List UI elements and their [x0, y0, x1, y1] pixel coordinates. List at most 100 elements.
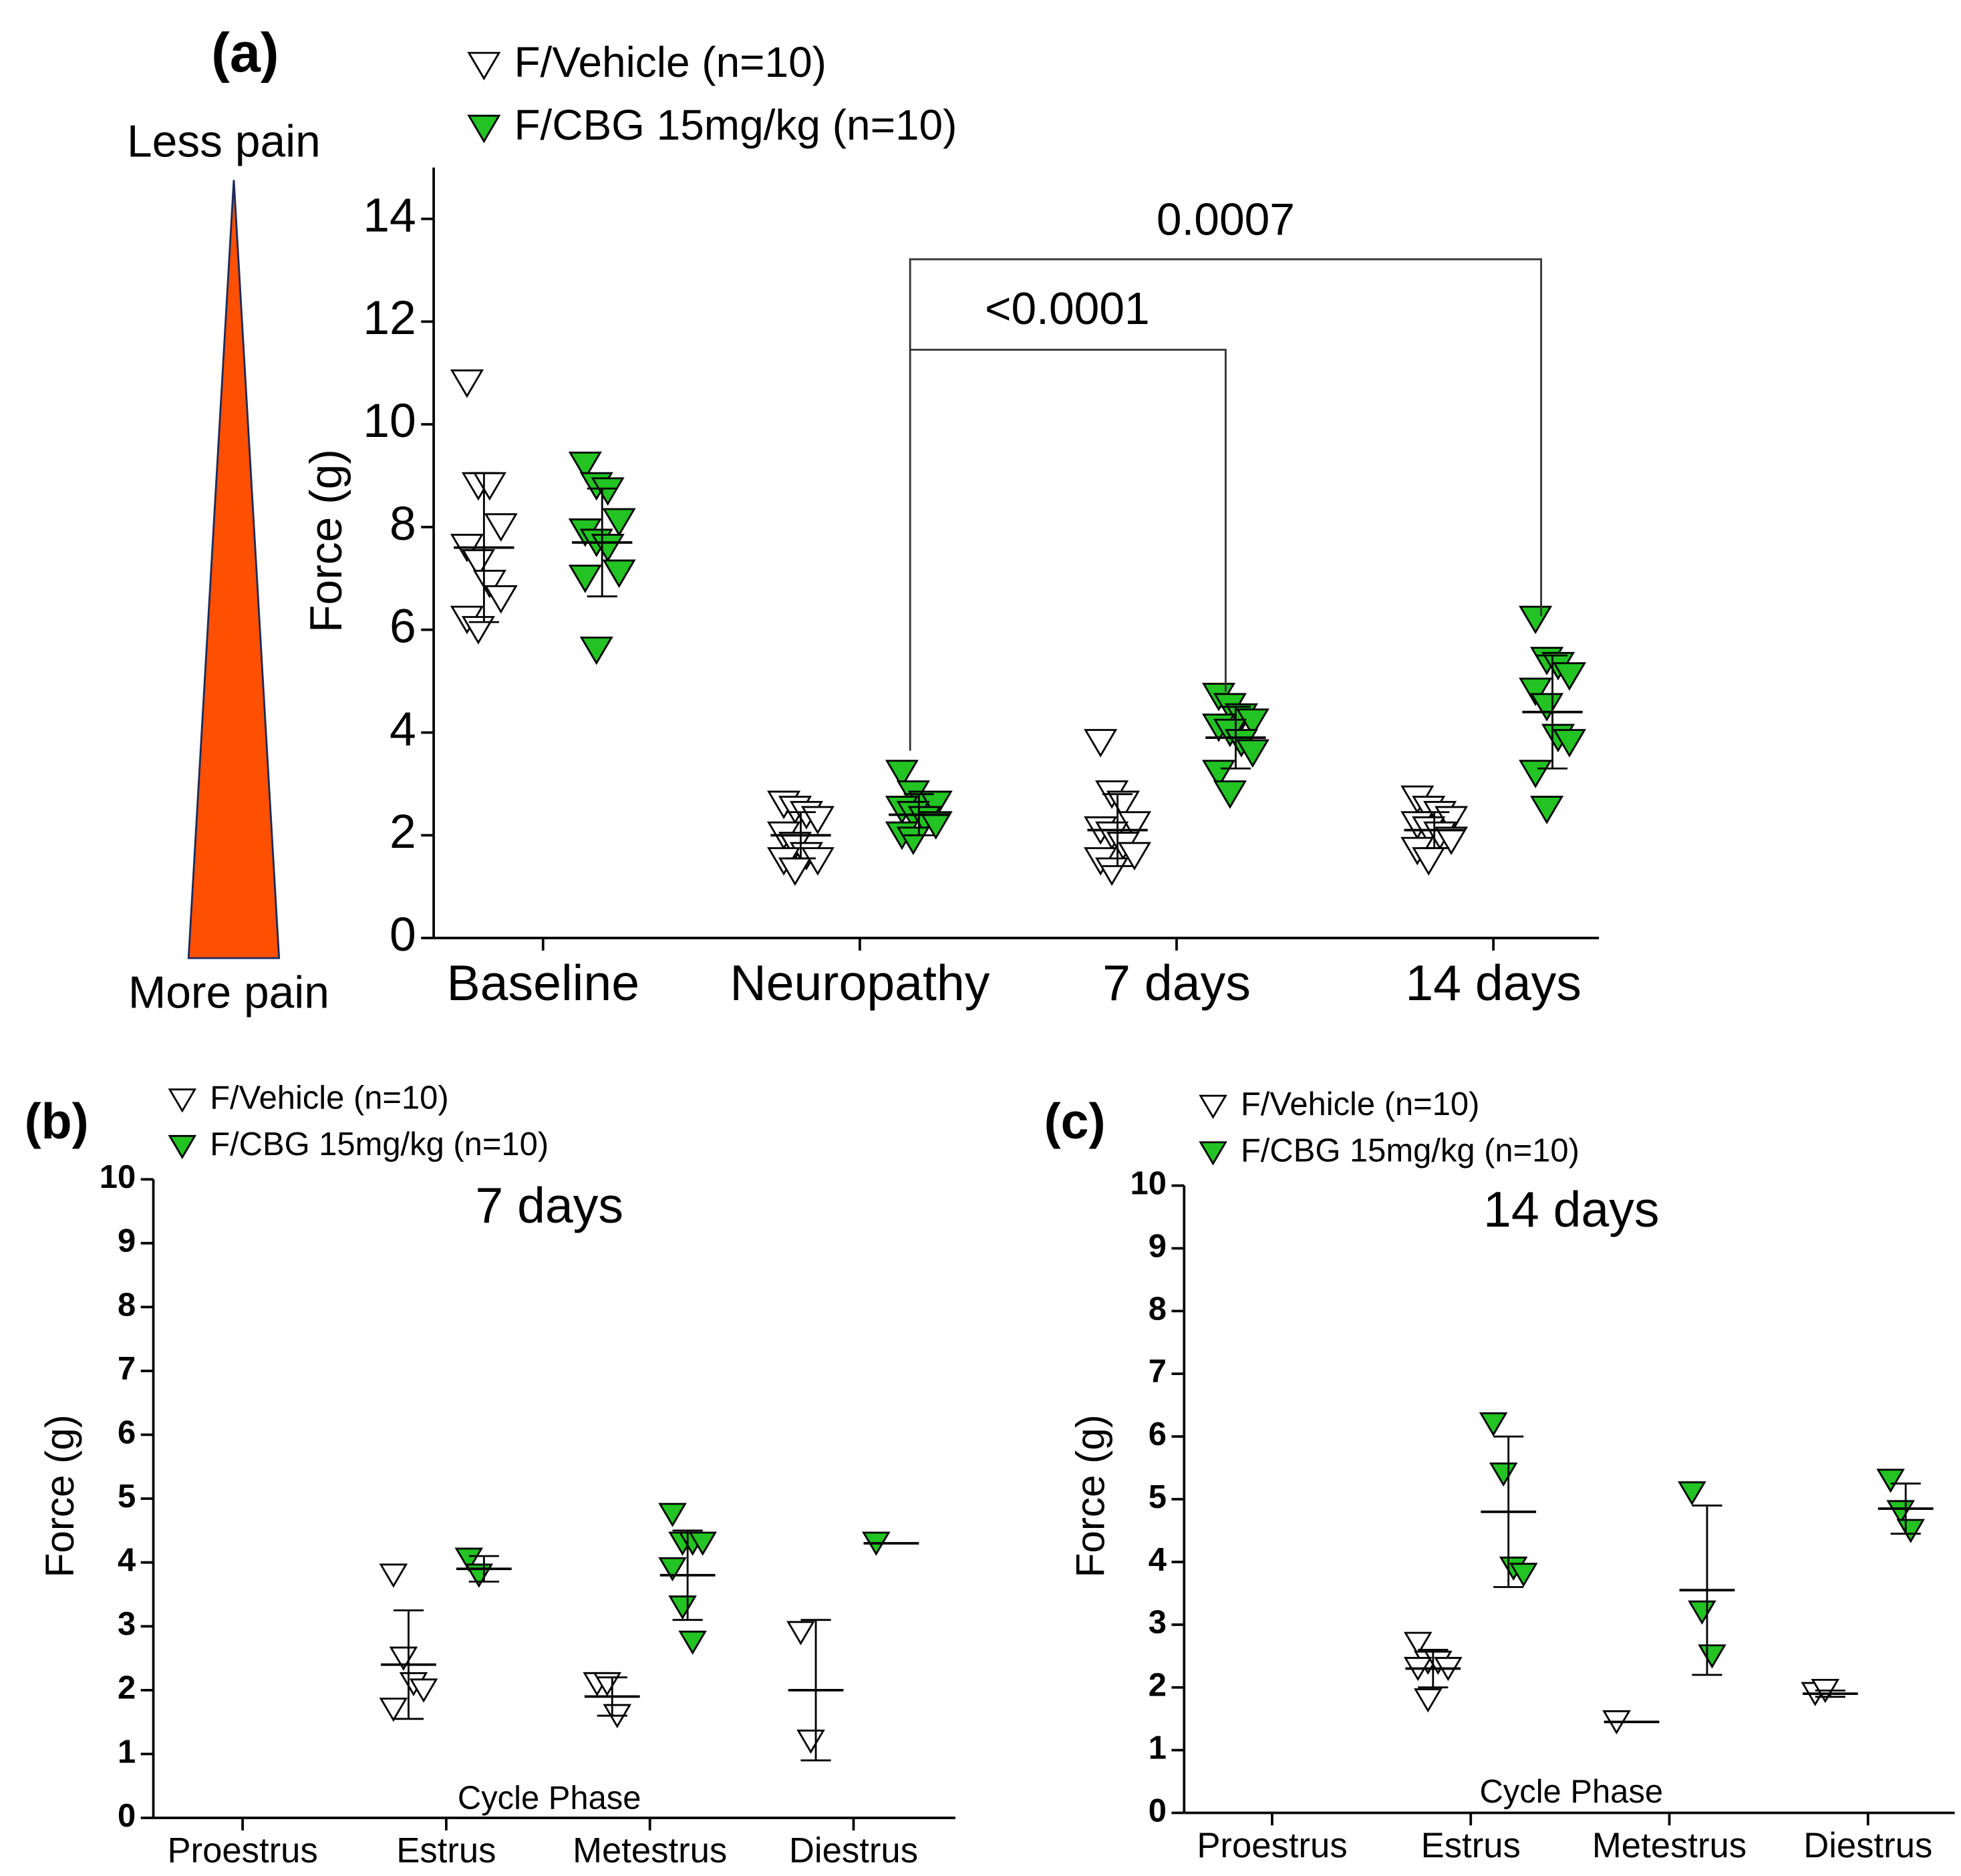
y-tick-label: 8 — [118, 1287, 136, 1323]
data-point — [379, 1563, 408, 1588]
sd-whisker — [672, 1529, 703, 1621]
data-point — [579, 636, 613, 665]
legend-marker — [168, 1134, 197, 1160]
data-point — [1235, 739, 1269, 768]
data-point — [919, 811, 953, 840]
data-point — [658, 1503, 687, 1527]
chart-title: 7 days — [475, 1177, 623, 1233]
sd-whisker — [468, 1555, 499, 1583]
sd-whisker — [597, 1676, 627, 1717]
data-point — [885, 760, 919, 788]
sd-whisker — [1692, 1505, 1722, 1676]
data-point — [688, 1531, 717, 1556]
data-point — [1876, 1468, 1905, 1493]
pain-scale-arrow — [187, 180, 281, 959]
legend-label: F/Vehicle (n=10) — [1241, 1086, 1479, 1122]
data-point — [461, 616, 495, 645]
data-point — [1106, 790, 1141, 820]
y-tick-label: 10 — [1130, 1166, 1167, 1202]
data-point — [1414, 1688, 1443, 1713]
data-point — [1530, 693, 1564, 722]
sd-whisker — [903, 793, 934, 836]
data-point — [1896, 1519, 1926, 1543]
data-point — [1213, 780, 1247, 809]
panel-label: (c) — [1044, 1093, 1106, 1149]
data-point — [896, 826, 930, 855]
x-tick-label: Metestrus — [573, 1831, 727, 1871]
legend-marker — [467, 51, 501, 81]
significance-bracket — [909, 258, 1543, 617]
data-point — [1435, 826, 1469, 855]
y-tick-label: 6 — [390, 600, 416, 653]
data-point — [1479, 1412, 1508, 1437]
y-tick-label: 6 — [118, 1414, 136, 1450]
y-tick-label: 1 — [1149, 1730, 1167, 1766]
data-point — [1552, 662, 1586, 691]
data-point — [786, 1621, 815, 1646]
y-tick-label: 4 — [118, 1543, 136, 1579]
sd-whisker — [1890, 1482, 1921, 1535]
data-point — [389, 1646, 418, 1671]
data-point — [1117, 842, 1152, 871]
legend-marker — [1199, 1141, 1227, 1166]
y-axis-label: Force (g) — [301, 449, 351, 633]
sd-whisker — [468, 472, 499, 623]
chart-title: 14 days — [1483, 1181, 1660, 1237]
data-point — [602, 508, 636, 537]
y-tick-label: 0 — [390, 908, 416, 961]
sd-whisker — [1220, 706, 1251, 770]
sd-whisker — [1493, 1435, 1524, 1588]
data-point — [484, 585, 518, 614]
data-point — [1519, 605, 1553, 635]
sd-whisker — [1102, 793, 1133, 867]
panel-label: (b) — [25, 1093, 89, 1149]
y-tick-label: 9 — [1149, 1228, 1167, 1264]
data-point — [1552, 729, 1586, 758]
legend-label: F/Vehicle (n=10) — [514, 38, 826, 86]
sd-whisker — [1418, 1648, 1449, 1689]
data-point — [602, 559, 636, 589]
data-point — [591, 477, 625, 506]
data-point — [1530, 796, 1564, 824]
y-tick-label: 14 — [363, 188, 416, 242]
data-point — [800, 847, 835, 876]
data-point — [678, 1630, 707, 1655]
legend-label: F/CBG 15mg/kg (n=10) — [514, 101, 957, 149]
x-tick-label: Estrus — [1421, 1826, 1521, 1865]
y-axis-label: Force (g) — [1068, 1414, 1113, 1577]
sd-whisker — [800, 1619, 831, 1762]
y-tick-label: 5 — [1149, 1479, 1167, 1515]
y-tick-label: 12 — [363, 291, 416, 345]
sd-whisker — [785, 811, 816, 860]
significance-label: 0.0007 — [1157, 194, 1295, 245]
y-tick-label: 2 — [118, 1670, 136, 1706]
y-tick-label: 2 — [390, 805, 416, 858]
data-point — [591, 534, 625, 563]
y-tick-label: 6 — [1149, 1416, 1167, 1452]
x-axis-label: Cycle Phase — [1479, 1774, 1663, 1810]
data-point — [1117, 811, 1152, 840]
data-point — [568, 565, 602, 593]
data-point — [568, 452, 602, 480]
y-tick-label: 7 — [118, 1351, 136, 1387]
data-point — [472, 569, 506, 599]
data-point — [484, 513, 518, 542]
y-tick-label: 10 — [363, 394, 416, 448]
data-point — [658, 1557, 687, 1582]
data-point — [450, 369, 484, 398]
data-point — [796, 1729, 825, 1754]
data-point — [1235, 708, 1269, 738]
x-tick-label: Metestrus — [1592, 1826, 1747, 1865]
x-tick-label: Proestrus — [167, 1831, 317, 1871]
legend-marker — [1199, 1094, 1227, 1119]
y-tick-label: 3 — [118, 1606, 136, 1642]
data-point — [1698, 1644, 1726, 1669]
data-point — [379, 1698, 408, 1722]
panel-label: (a) — [211, 21, 279, 84]
data-point — [919, 790, 953, 820]
y-tick-label: 4 — [390, 702, 416, 756]
y-tick-label: 9 — [118, 1223, 136, 1259]
sd-whisker — [1419, 811, 1450, 849]
x-tick-label: 14 days — [1405, 955, 1581, 1011]
x-axis-label: Cycle Phase — [458, 1780, 641, 1817]
